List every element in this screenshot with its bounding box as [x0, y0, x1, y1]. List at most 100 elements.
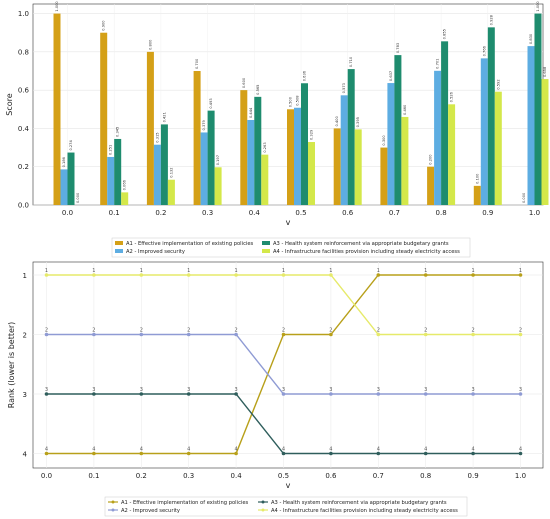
- legend-label: A4 - Infrastructure facilities provision…: [271, 508, 458, 514]
- point-rank-label: 2: [472, 328, 475, 334]
- x-tick-label: 1.0: [529, 209, 540, 217]
- bar-value-label: 0.928: [489, 14, 493, 25]
- bar-value-label: 0.493: [209, 98, 213, 108]
- bar: [441, 41, 449, 206]
- bar-value-label: 0.592: [496, 79, 500, 89]
- series-point: [234, 392, 238, 396]
- plot-frame: [32, 261, 544, 469]
- bar-value-label: 0.263: [263, 142, 267, 152]
- point-rank-label: 3: [424, 387, 427, 393]
- x-tick-label: 0.4: [249, 209, 261, 217]
- bar: [214, 167, 222, 205]
- legend-label: A2 - Improved security: [121, 508, 180, 514]
- bar-value-label: 0.421: [162, 112, 166, 122]
- bar-value-label: 0.066: [123, 179, 127, 190]
- point-rank-label: 4: [329, 447, 332, 453]
- bar-value-label: 0.526: [450, 91, 454, 102]
- point-rank-label: 4: [519, 447, 522, 453]
- bar: [294, 107, 301, 205]
- series-point: [139, 332, 144, 337]
- point-rank-label: 4: [187, 447, 190, 453]
- series-point: [281, 332, 286, 337]
- point-rank-label: 4: [45, 447, 48, 453]
- series-point: [234, 451, 238, 456]
- y-tick-label: 1: [23, 272, 27, 280]
- x-axis-label: v: [286, 218, 291, 227]
- x-tick-label: 0.5: [278, 472, 289, 480]
- point-rank-label: 1: [282, 268, 285, 274]
- bar-value-label: 0.329: [310, 129, 314, 140]
- bar-value-label: 0.315: [155, 132, 159, 142]
- bar-value-label: 0.345: [116, 127, 120, 137]
- series-point: [423, 332, 428, 337]
- bar-value-label: 0.637: [389, 71, 393, 81]
- series-point: [139, 392, 144, 396]
- bar: [354, 129, 362, 205]
- bar-value-label: 0.830: [529, 33, 533, 44]
- point-rank-label: 3: [235, 387, 238, 393]
- series-point: [329, 273, 333, 277]
- bar-value-label: 0.000: [76, 192, 80, 203]
- y-tick-label: 0.4: [18, 125, 30, 133]
- legend-marker: [261, 508, 265, 512]
- bar-value-label: 0.444: [249, 107, 253, 118]
- x-tick-label: 0.5: [295, 209, 306, 217]
- bar-value-label: 0.132: [169, 167, 173, 177]
- point-rank-label: 2: [424, 328, 427, 334]
- bar: [340, 95, 348, 205]
- bar-value-label: 0.100: [475, 173, 479, 184]
- series-point: [234, 273, 238, 277]
- bar: [207, 110, 215, 205]
- x-tick-label: 0.1: [88, 472, 99, 480]
- series-point: [139, 451, 144, 456]
- point-rank-label: 2: [519, 328, 522, 334]
- y-tick-label: 0.2: [18, 163, 29, 171]
- point-rank-label: 2: [377, 328, 380, 334]
- point-rank-label: 1: [424, 268, 427, 274]
- bar: [153, 144, 161, 205]
- series-point: [518, 273, 523, 277]
- legend-marker: [111, 500, 115, 504]
- bar-value-label: 0.500: [289, 96, 293, 107]
- series-point: [92, 451, 96, 456]
- series-point: [471, 392, 475, 396]
- series-point: [329, 451, 333, 456]
- bar: [487, 27, 495, 206]
- series-point: [92, 332, 96, 337]
- point-rank-label: 1: [235, 268, 238, 274]
- bar-value-label: 0.400: [335, 115, 339, 126]
- point-rank-label: 1: [472, 268, 475, 274]
- y-tick-label: 0.8: [18, 48, 29, 56]
- x-tick-label: 0.8: [420, 472, 431, 480]
- bar-value-label: 0.783: [396, 43, 400, 53]
- point-rank-label: 1: [377, 268, 380, 274]
- x-tick-label: 0.1: [109, 209, 120, 217]
- bar-value-label: 0.573: [342, 83, 346, 93]
- x-tick-label: 0.7: [373, 472, 384, 480]
- bar: [160, 124, 168, 205]
- point-rank-label: 2: [45, 328, 48, 334]
- bar: [434, 70, 442, 206]
- point-rank-label: 4: [140, 447, 143, 453]
- bar-value-label: 0.636: [303, 70, 307, 81]
- bar: [427, 166, 435, 205]
- series-point: [423, 451, 428, 456]
- rank-legend: A1 - Effective implementation of existin…: [104, 496, 468, 517]
- legend-marker: [111, 508, 115, 512]
- series-point: [423, 273, 428, 277]
- series-point: [186, 392, 191, 396]
- legend-swatch: [262, 249, 270, 253]
- legend-marker: [261, 500, 265, 504]
- bar: [114, 138, 122, 205]
- bar-value-label: 0.800: [148, 39, 152, 50]
- series-point: [186, 332, 191, 337]
- series-point: [518, 392, 523, 396]
- bar: [53, 13, 61, 206]
- bar: [240, 90, 248, 205]
- x-axis-label: v: [286, 481, 291, 490]
- bar: [347, 69, 355, 205]
- series-point: [92, 392, 96, 396]
- y-tick-label: 0.6: [18, 87, 30, 95]
- bar-value-label: 0.186: [62, 156, 66, 167]
- y-tick-label: 1.0: [18, 10, 29, 18]
